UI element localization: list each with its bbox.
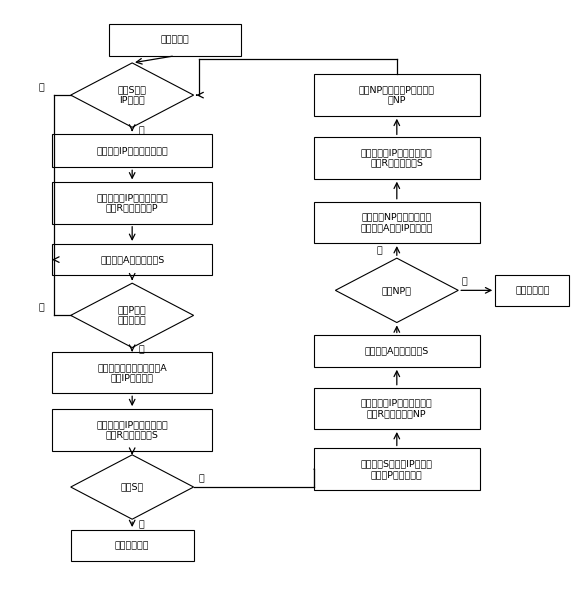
FancyBboxPatch shape xyxy=(52,352,212,393)
FancyBboxPatch shape xyxy=(314,202,480,243)
FancyBboxPatch shape xyxy=(52,182,212,224)
Text: 集合S空: 集合S空 xyxy=(120,483,144,491)
Text: 是: 是 xyxy=(461,277,467,286)
Polygon shape xyxy=(335,258,458,322)
Text: 扫描成功的IP端口号加入到
集合R，端口加入NP: 扫描成功的IP端口号加入到 集合R，端口加入NP xyxy=(361,399,433,418)
FancyBboxPatch shape xyxy=(109,24,241,56)
FancyBboxPatch shape xyxy=(314,387,480,429)
FancyBboxPatch shape xyxy=(495,275,570,306)
Text: 输出扫描结果: 输出扫描结果 xyxy=(515,286,550,295)
FancyBboxPatch shape xyxy=(52,134,212,167)
Text: 扫描成功的IP端口号加入到
集合R，更新集合S: 扫描成功的IP端口号加入到 集合R，更新集合S xyxy=(96,420,168,440)
Text: 是: 是 xyxy=(139,126,145,135)
Text: 集合S中有
IP未处理: 集合S中有 IP未处理 xyxy=(117,86,147,105)
Text: 扫描成功的IP端口号加入到
集合R，端口加入P: 扫描成功的IP端口号加入到 集合R，端口加入P xyxy=(96,193,168,213)
Text: 否: 否 xyxy=(198,474,204,483)
FancyBboxPatch shape xyxy=(52,244,212,275)
Text: 集合NP空: 集合NP空 xyxy=(382,286,412,295)
Text: 集合NP加入集合P，清空集
合NP: 集合NP加入集合P，清空集 合NP xyxy=(359,86,435,105)
Text: 是: 是 xyxy=(139,520,145,529)
FancyBboxPatch shape xyxy=(314,137,480,178)
FancyBboxPatch shape xyxy=(314,74,480,116)
FancyBboxPatch shape xyxy=(314,449,480,490)
Text: 取出集合NP的每个端口，
扫描集合A所有IP的该端口: 取出集合NP的每个端口， 扫描集合A所有IP的该端口 xyxy=(360,212,433,232)
FancyBboxPatch shape xyxy=(314,336,480,367)
Polygon shape xyxy=(70,63,194,127)
Text: 否: 否 xyxy=(38,303,44,313)
Polygon shape xyxy=(70,283,194,347)
Text: 取出集合S中每个IP，扫描
除集合P的所有端口: 取出集合S中每个IP，扫描 除集合P的所有端口 xyxy=(361,459,433,479)
Text: 输出扫描结果: 输出扫描结果 xyxy=(115,541,150,550)
Text: 取出一个端口，扫描集合A
所有IP的该端口: 取出一个端口，扫描集合A 所有IP的该端口 xyxy=(97,363,167,383)
Text: 否: 否 xyxy=(38,83,44,92)
Text: 设置初始值: 设置初始值 xyxy=(160,36,190,45)
Text: 否: 否 xyxy=(377,246,383,255)
Text: 更新集合A，清空集合S: 更新集合A，清空集合S xyxy=(100,255,164,264)
Text: 集合P中有
端口未处理: 集合P中有 端口未处理 xyxy=(118,306,147,325)
FancyBboxPatch shape xyxy=(52,409,212,450)
Polygon shape xyxy=(70,455,194,519)
Text: 取出一个IP，扫描所有端口: 取出一个IP，扫描所有端口 xyxy=(96,146,168,155)
Text: 是: 是 xyxy=(139,345,145,354)
Text: 扫描成功的IP端口号加入到
集合R，更新集合S: 扫描成功的IP端口号加入到 集合R，更新集合S xyxy=(361,148,433,168)
FancyBboxPatch shape xyxy=(70,530,194,562)
Text: 更新集合A，清空集合S: 更新集合A，清空集合S xyxy=(364,347,429,356)
